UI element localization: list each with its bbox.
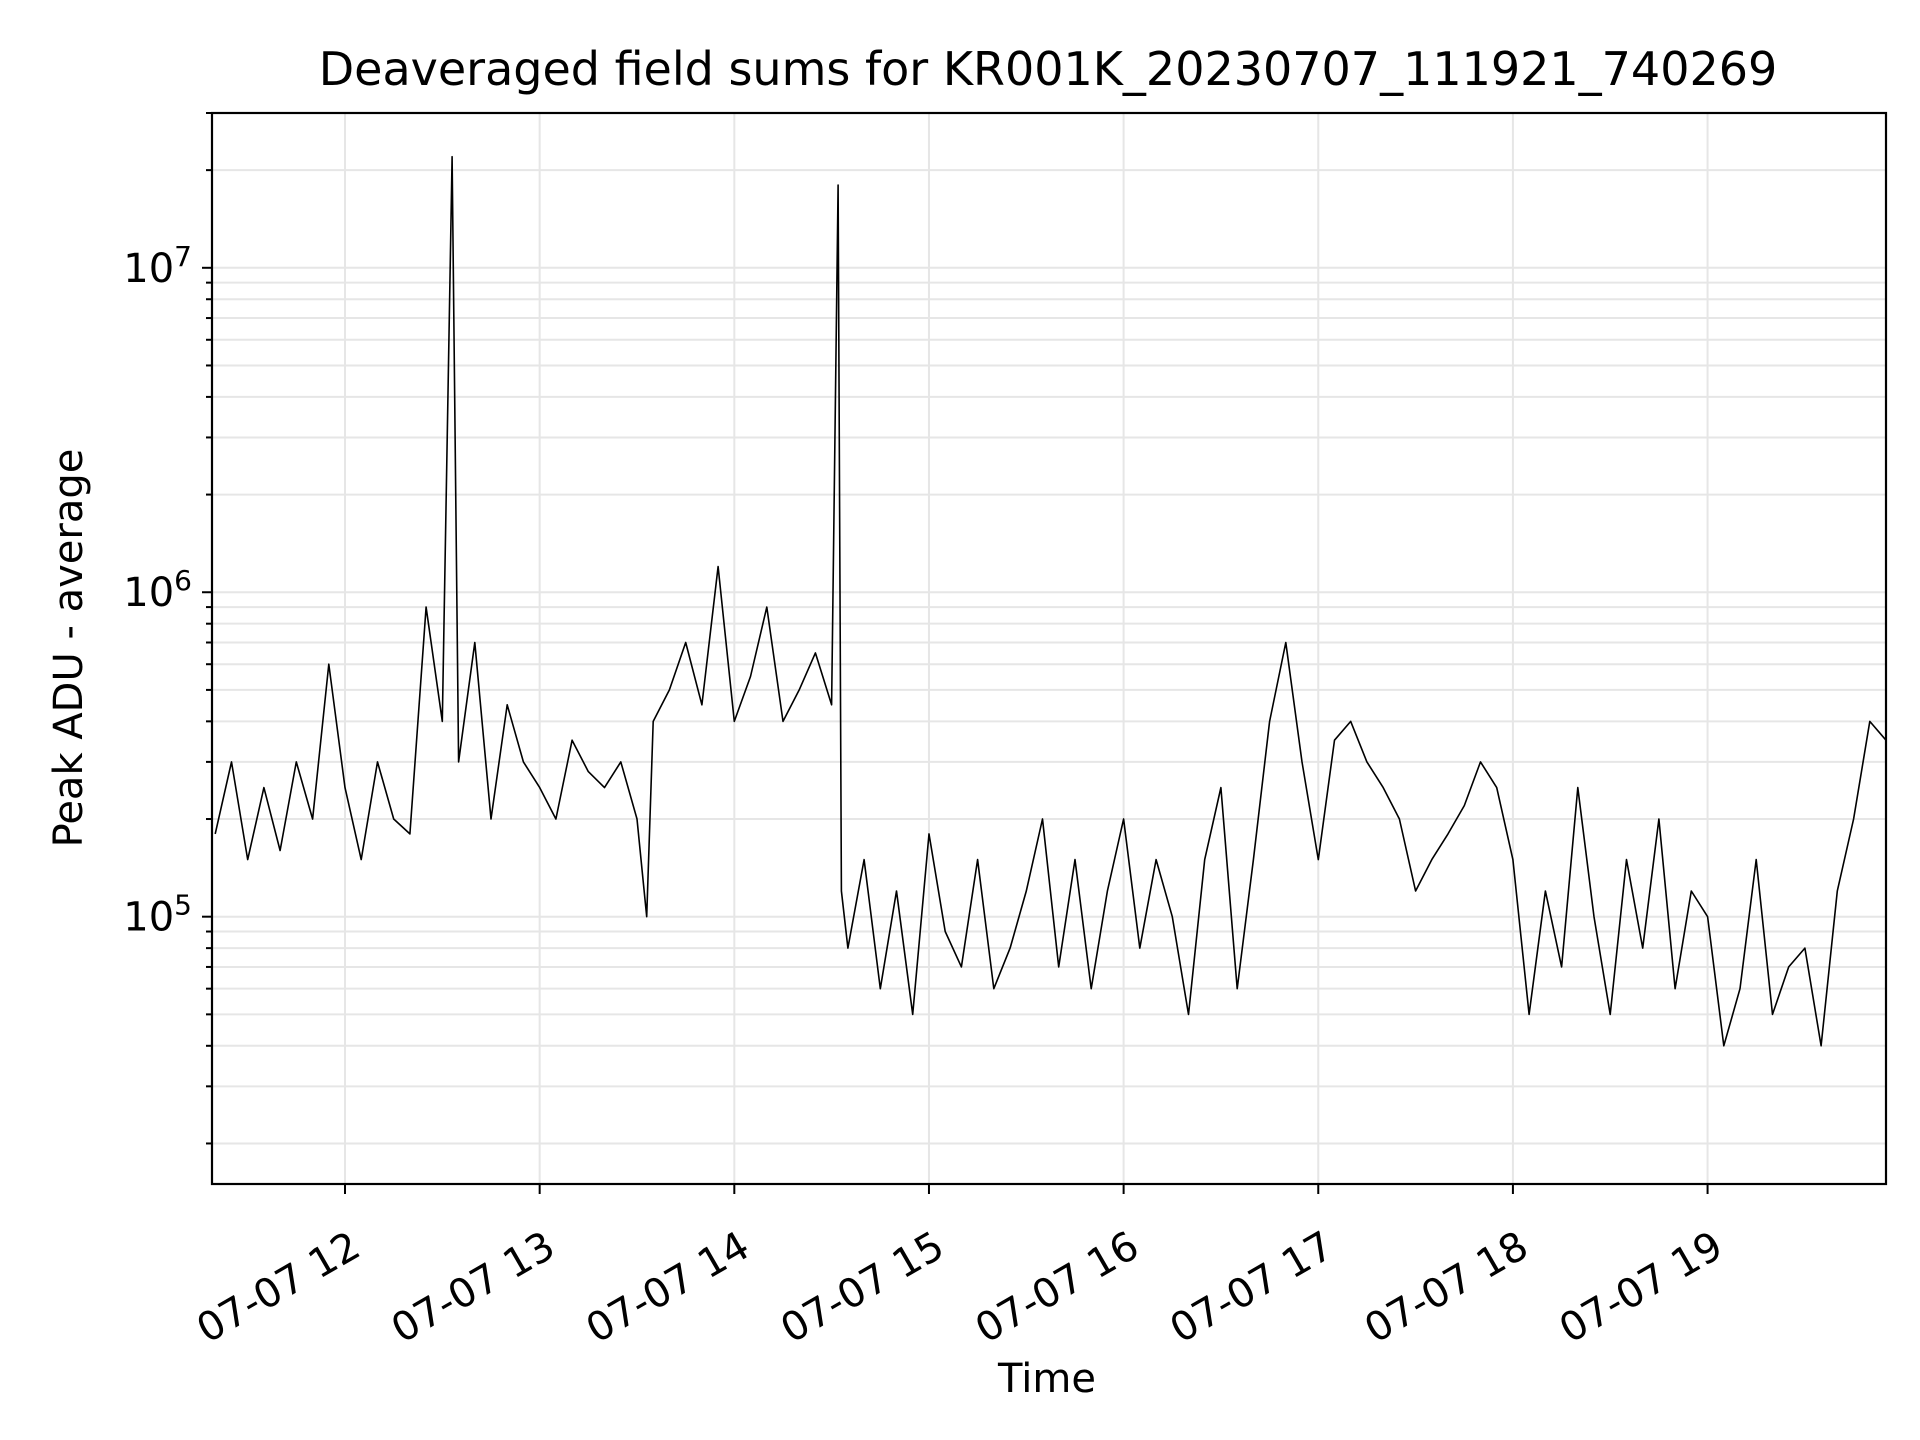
series-line — [214, 155, 1887, 1047]
chart-title: Deaveraged field sums for KR001K_2023070… — [319, 42, 1778, 96]
x-axis-title: Time — [997, 1356, 1096, 1402]
x-tick-label: 07-07 15 — [773, 1223, 952, 1353]
plot-area-frame — [210, 111, 1888, 1186]
y-tick-label: 106 — [123, 564, 192, 616]
x-tick-label: 07-07 16 — [968, 1223, 1147, 1353]
x-tick-label: 07-07 17 — [1163, 1223, 1342, 1353]
x-tick-label: 07-07 19 — [1552, 1223, 1731, 1353]
x-tick-label: 07-07 12 — [189, 1223, 368, 1353]
y-axis-title: Peak ADU - average — [46, 449, 92, 848]
x-tick-label: 07-07 13 — [384, 1223, 563, 1353]
x-tick-label: 07-07 18 — [1357, 1223, 1536, 1353]
grid-lines — [212, 112, 1886, 1184]
y-tick-label: 105 — [123, 889, 192, 941]
x-tick-label: 07-07 14 — [579, 1223, 758, 1353]
y-tick-label: 107 — [123, 240, 192, 292]
